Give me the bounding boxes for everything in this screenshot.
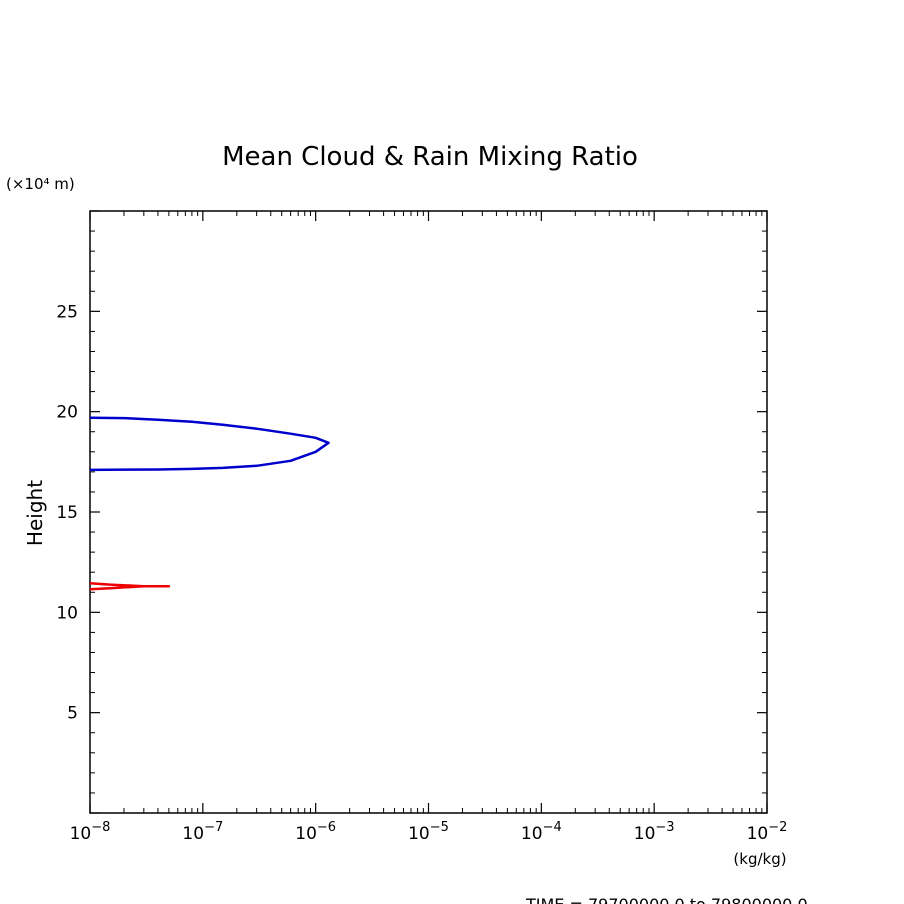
chart-title: Mean Cloud & Rain Mixing Ratio [222, 142, 638, 172]
x-tick-label: 10−8 [70, 820, 111, 844]
x-tick-label: 10−6 [295, 820, 336, 844]
series-line [89, 416, 330, 472]
data-series [89, 416, 330, 591]
y-tick-label: 25 [56, 302, 78, 322]
y-tick-label: 15 [56, 503, 78, 523]
y-tick-labels: 5 10 15 20 25 [56, 302, 78, 723]
y-tick-label: 20 [56, 403, 78, 423]
x-tick-label: 10−5 [408, 820, 449, 844]
x-axis-label: (kg/kg) [733, 850, 786, 868]
y-tick-label: 10 [56, 603, 78, 623]
x-tick-label: 10−3 [634, 820, 675, 844]
x-tick-label: 10−4 [521, 820, 562, 844]
x-tick-label: 10−2 [747, 820, 788, 844]
y-tick-label: 5 [67, 704, 78, 724]
y-axis-label: Height [23, 480, 47, 546]
plot-frame [89, 210, 768, 814]
time-footer: TIME = 79700000.0 to 79800000.0 [525, 895, 808, 904]
tick-marks [89, 210, 768, 814]
series-line [89, 581, 171, 591]
x-tick-label: 10−7 [182, 820, 223, 844]
x-tick-labels: 10−8 10−7 10−6 10−5 10−4 10−3 10−2 [70, 820, 788, 844]
y-unit-label: (×10⁴ m) [6, 175, 75, 193]
